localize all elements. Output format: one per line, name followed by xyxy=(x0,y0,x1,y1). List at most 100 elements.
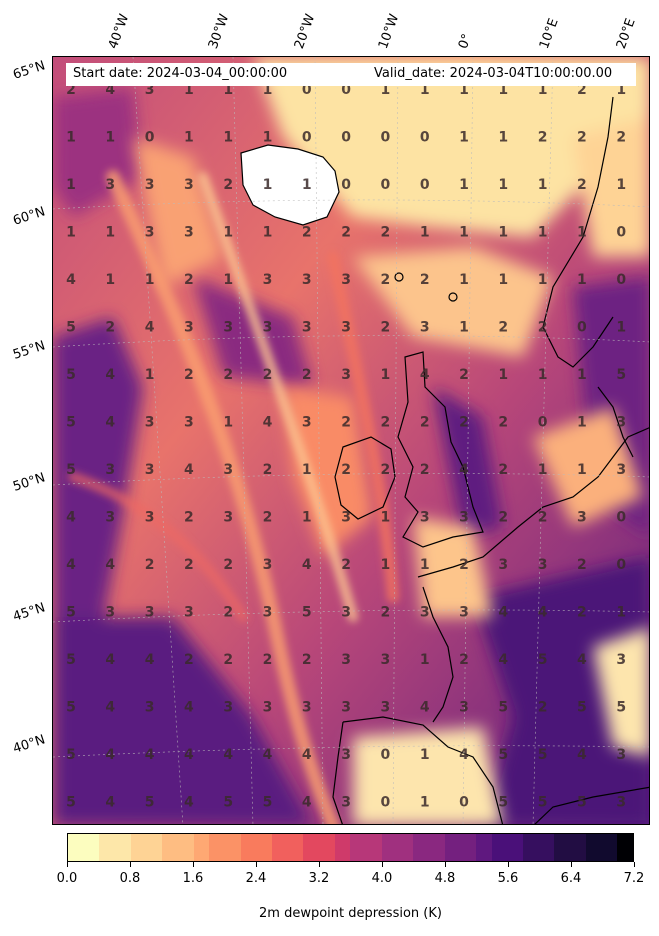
grid-value: 3 xyxy=(381,700,391,716)
grid-value: 2 xyxy=(577,177,587,193)
grid-value: 1 xyxy=(459,82,469,98)
grid-value: 0 xyxy=(302,130,312,146)
grid-value: 0 xyxy=(577,320,587,336)
grid-value: 1 xyxy=(459,177,469,193)
grid-value: 1 xyxy=(420,795,430,811)
grid-value: 1 xyxy=(105,272,115,288)
grid-value: 4 xyxy=(223,747,233,763)
grid-value: 3 xyxy=(341,510,351,526)
grid-value: 5 xyxy=(66,700,76,716)
grid-value: 5 xyxy=(145,795,155,811)
longitude-label: 0° xyxy=(455,31,476,51)
colorbar-segment xyxy=(617,834,633,861)
grid-value: 3 xyxy=(184,605,194,621)
grid-value: 4 xyxy=(302,795,312,811)
grid-value: 1 xyxy=(381,557,391,573)
colorbar-segment xyxy=(570,834,586,861)
grid-value: 1 xyxy=(184,82,194,98)
grid-value: 0 xyxy=(341,177,351,193)
longitude-label: 10°W xyxy=(375,12,403,51)
grid-value: 2 xyxy=(577,557,587,573)
coastlines xyxy=(240,96,649,824)
grid-value: 1 xyxy=(577,272,587,288)
colorbar-tick-label: 4.8 xyxy=(434,871,456,886)
grid-value: 1 xyxy=(577,415,587,431)
grid-value: 1 xyxy=(577,462,587,478)
grid-value: 2 xyxy=(381,462,391,478)
grid-value: 4 xyxy=(145,747,155,763)
grid-value: 5 xyxy=(66,795,76,811)
grid-value: 4 xyxy=(184,747,194,763)
grid-value: 4 xyxy=(105,367,115,383)
colorbar-segment xyxy=(193,834,210,861)
grid-value: 5 xyxy=(577,700,587,716)
grid-value: 2 xyxy=(538,130,548,146)
grid-value: 1 xyxy=(616,605,626,621)
grid-value: 3 xyxy=(223,462,233,478)
grid-value: 4 xyxy=(459,462,469,478)
grid-value: 3 xyxy=(145,415,155,431)
grid-value: 1 xyxy=(459,225,469,241)
colorbar-segment xyxy=(177,834,194,861)
grid-value: 5 xyxy=(66,462,76,478)
grid-value: 3 xyxy=(459,510,469,526)
grid-value: 2 xyxy=(498,415,508,431)
grid-value: 2 xyxy=(459,415,469,431)
colorbar-segment xyxy=(428,834,445,861)
colorbar-segment xyxy=(507,834,523,861)
colorbar-tick xyxy=(318,862,320,867)
grid-value: 3 xyxy=(616,747,626,763)
grid-value: 2 xyxy=(184,652,194,668)
grid-value: 3 xyxy=(263,320,273,336)
grid-value: 3 xyxy=(263,700,273,716)
grid-value: 3 xyxy=(223,510,233,526)
grid-value: 2 xyxy=(302,652,312,668)
grid-value: 1 xyxy=(66,130,76,146)
grid-value: 5 xyxy=(66,605,76,621)
grid-value: 2 xyxy=(538,510,548,526)
iceland-land xyxy=(240,144,340,226)
grid-value: 2 xyxy=(577,130,587,146)
grid-value: 3 xyxy=(145,510,155,526)
grid-value: 1 xyxy=(263,82,273,98)
grid-value: 4 xyxy=(184,462,194,478)
colorbar-tick xyxy=(444,862,446,867)
latitude-label: 60°N xyxy=(11,204,48,229)
grid-value: 3 xyxy=(341,795,351,811)
colorbar-segment xyxy=(162,834,178,861)
map-canvas: 2 4 3 1 1 1 0 0 1 1 1 1 1 2 1 1 1 0 1 1 1 0 0 0 0 1 1 2 2 2 1 3 3 3 2 1 1 0 0 0… xyxy=(53,57,649,824)
colorbar-segment xyxy=(240,834,257,861)
colorbar-segment xyxy=(68,834,84,861)
faroe-islands xyxy=(394,272,404,282)
grid-value: 0 xyxy=(616,225,626,241)
grid-value: 5 xyxy=(538,795,548,811)
grid-value: 0 xyxy=(381,747,391,763)
grid-value: 0 xyxy=(459,795,469,811)
grid-value: 2 xyxy=(341,557,351,573)
grid-value: 2 xyxy=(341,415,351,431)
grid-value: 4 xyxy=(105,82,115,98)
grid-value: 3 xyxy=(341,700,351,716)
grid-value: 1 xyxy=(420,557,430,573)
grid-value: 2 xyxy=(498,320,508,336)
longitude-label: 10°E xyxy=(536,16,562,51)
grid-value: 3 xyxy=(145,177,155,193)
grid-value: 1 xyxy=(577,367,587,383)
grid-value: 2 xyxy=(381,320,391,336)
grid-value: 1 xyxy=(538,177,548,193)
grid-value: 1 xyxy=(577,225,587,241)
grid-value: 2 xyxy=(381,415,391,431)
colorbar-tick xyxy=(633,862,635,867)
colorbar-segment xyxy=(303,834,319,861)
grid-value: 1 xyxy=(538,367,548,383)
grid-value: 1 xyxy=(105,225,115,241)
grid-value: 4 xyxy=(66,510,76,526)
africa-coast xyxy=(534,786,649,824)
grid-value: 2 xyxy=(263,652,273,668)
norway-coast xyxy=(542,96,614,368)
grid-value: 0 xyxy=(381,130,391,146)
grid-value: 4 xyxy=(105,795,115,811)
grid-value: 0 xyxy=(616,557,626,573)
colorbar-segment xyxy=(224,834,241,861)
grid-value: 3 xyxy=(577,510,587,526)
